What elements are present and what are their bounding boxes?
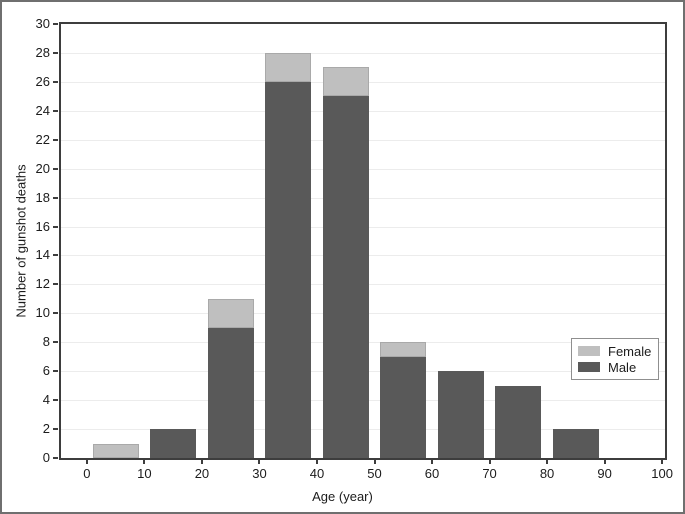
x-tick — [85, 460, 88, 464]
y-tick — [53, 109, 58, 112]
y-tick — [53, 196, 58, 199]
y-tick — [53, 399, 58, 402]
x-axis-title: Age (year) — [312, 489, 373, 504]
x-tick — [603, 460, 606, 464]
bar-segment-female-20-30 — [207, 298, 254, 328]
x-tick — [431, 460, 434, 464]
legend-label-male: Male — [608, 359, 637, 375]
y-tick — [53, 341, 58, 344]
x-tick — [546, 460, 549, 464]
y-tick — [53, 23, 58, 25]
y-tick-label: 4 — [42, 392, 50, 408]
y-tick-label: 24 — [35, 102, 50, 118]
y-tick-label: 12 — [35, 276, 50, 292]
legend: Female Male — [571, 338, 659, 380]
y-tick-label: 0 — [42, 450, 50, 465]
y-axis-title: Number of gunshot deaths — [13, 164, 29, 318]
x-tick-label: 0 — [83, 466, 91, 481]
y-tick — [53, 283, 58, 286]
bar-segment-female-50-60 — [380, 342, 427, 357]
y-tick — [53, 225, 58, 228]
x-tick-label: 70 — [482, 466, 497, 481]
y-tick — [53, 51, 58, 54]
bar-segment-female-0-10 — [92, 443, 139, 458]
x-tick-label: 90 — [597, 466, 612, 481]
x-tick — [200, 460, 203, 464]
x-tick-label: 30 — [252, 466, 267, 481]
x-tick-label: 50 — [367, 466, 382, 481]
y-tick-label: 14 — [35, 247, 50, 263]
bar-segment-male-60-70 — [437, 371, 484, 458]
y-tick — [53, 138, 58, 141]
gridline — [61, 52, 665, 54]
y-tick — [53, 370, 58, 373]
x-tick — [315, 460, 318, 464]
y-tick — [53, 80, 58, 83]
bar-segment-male-50-60 — [380, 356, 427, 458]
x-tick — [488, 460, 491, 464]
bar-segment-male-10-20 — [150, 429, 197, 458]
y-tick-label: 28 — [35, 44, 50, 60]
y-tick — [53, 428, 58, 431]
bar-segment-male-20-30 — [207, 327, 254, 458]
plot-area — [59, 22, 667, 460]
y-tick-label: 6 — [42, 363, 50, 379]
bar-segment-male-30-40 — [265, 81, 312, 458]
y-tick-label: 8 — [42, 334, 50, 350]
y-tick — [53, 254, 58, 257]
y-tick-label: 20 — [35, 160, 50, 176]
legend-swatch-male — [578, 362, 600, 372]
y-tick-label: 18 — [35, 189, 50, 205]
y-tick — [53, 167, 58, 170]
x-tick-label: 10 — [137, 466, 152, 481]
bar-segment-female-30-40 — [265, 52, 312, 82]
legend-swatch-female — [578, 346, 600, 356]
x-tick-label: 80 — [539, 466, 555, 481]
y-tick-label: 26 — [35, 73, 50, 89]
y-tick-label: 30 — [35, 16, 50, 31]
y-tick-label: 22 — [35, 131, 50, 147]
legend-item-female: Female — [578, 344, 652, 359]
x-tick-label: 100 — [651, 466, 673, 481]
x-tick-label: 60 — [424, 466, 440, 481]
y-tick — [53, 312, 58, 315]
bar-segment-female-40-50 — [322, 67, 369, 97]
x-tick — [143, 460, 146, 464]
bar-segment-male-40-50 — [322, 96, 369, 458]
y-tick-label: 10 — [35, 305, 50, 321]
x-tick — [661, 460, 664, 464]
bar-segment-male-80-90 — [552, 429, 599, 458]
x-tick — [373, 460, 376, 464]
legend-label-female: Female — [608, 343, 652, 359]
y-tick-label: 2 — [42, 421, 50, 437]
x-tick — [258, 460, 261, 464]
x-tick-label: 20 — [194, 466, 210, 481]
y-tick-label: 16 — [35, 218, 50, 234]
legend-item-male: Male — [578, 360, 652, 375]
x-tick-label: 40 — [309, 466, 325, 481]
bar-segment-male-70-80 — [495, 385, 542, 458]
y-tick — [53, 457, 58, 459]
